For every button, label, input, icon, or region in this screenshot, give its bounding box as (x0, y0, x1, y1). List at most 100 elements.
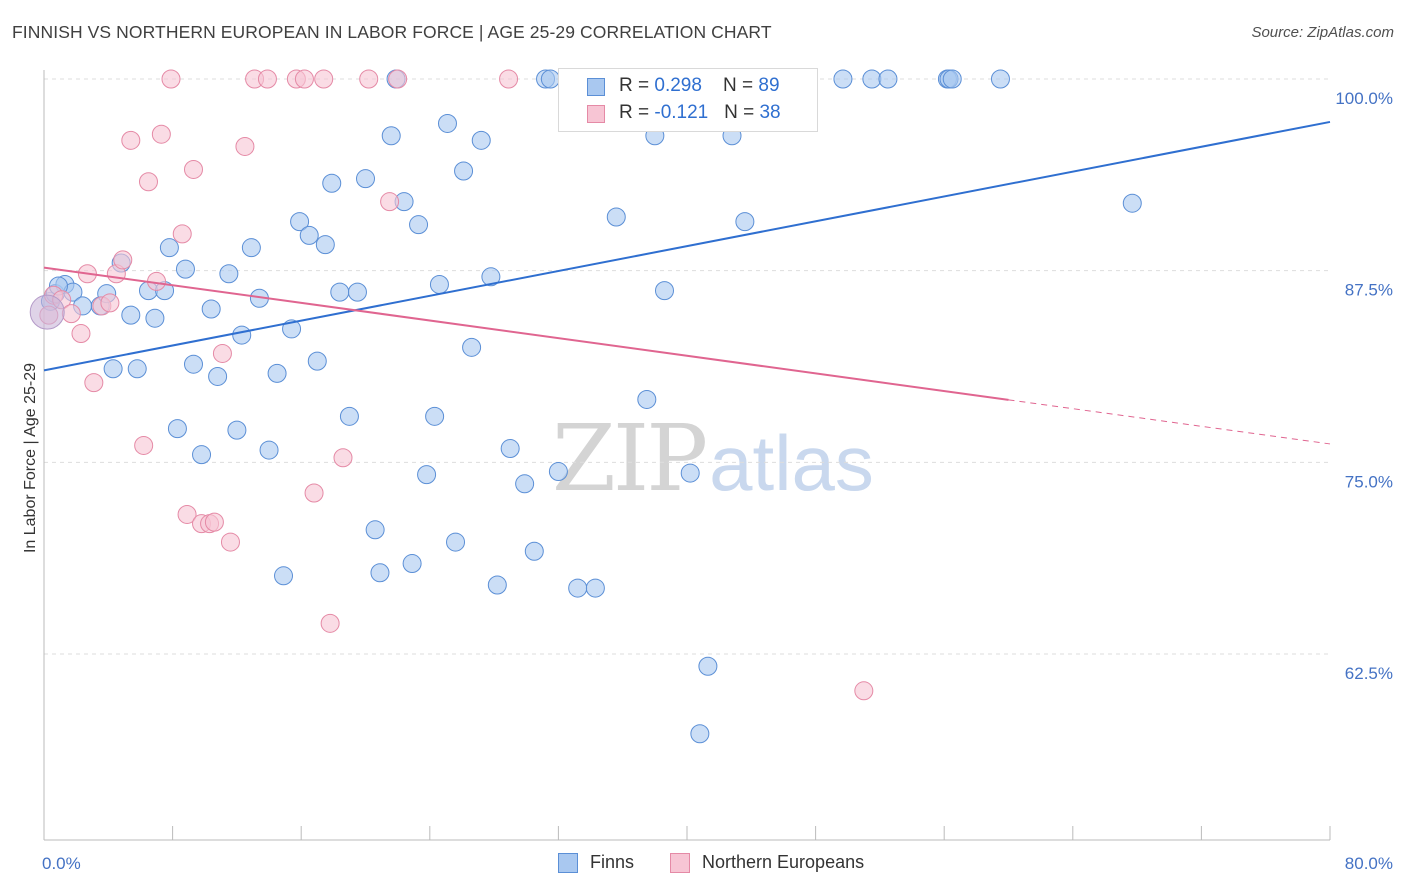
finns-point-12 (145, 308, 165, 328)
finns-point-73 (698, 656, 718, 676)
source-credit: Source: ZipAtlas.com (1251, 24, 1394, 41)
northern-r-label: R = (619, 102, 655, 123)
watermark-atlas: atlas (709, 419, 874, 507)
finns-point-44 (402, 554, 422, 574)
finns-point-65 (606, 207, 626, 227)
northern-point-33 (333, 448, 353, 468)
northern-point-35 (380, 192, 400, 212)
finns-point-34 (322, 173, 342, 193)
tick-labels: 62.5% 75.0% 87.5% 100.0% 0.0% 80.0% (42, 89, 1393, 873)
finns-point-50 (446, 532, 466, 552)
finns-point-27 (267, 363, 287, 383)
northern-point-29 (294, 69, 314, 89)
legend-northern-swatch (670, 853, 690, 873)
northern-point-24 (220, 532, 240, 552)
finns-point-26 (259, 440, 279, 460)
y-tick-label-3: 100.0% (1335, 89, 1393, 108)
northern-point-6 (84, 373, 104, 393)
finns-point-35 (330, 282, 350, 302)
overlap-cluster-point (29, 294, 65, 330)
northern-point-11 (121, 130, 141, 150)
finns-point-63 (585, 578, 605, 598)
finns-point-58 (524, 541, 544, 561)
northern-n-label: N = (724, 102, 760, 123)
northern-point-31 (314, 69, 334, 89)
northern-point-3 (61, 304, 81, 324)
northern-point-36 (388, 69, 408, 89)
y-tick-label-0: 62.5% (1345, 664, 1393, 683)
northern-point-37 (499, 69, 519, 89)
finns-r-value: 0.298 (654, 75, 702, 96)
finns-point-7 (103, 359, 123, 379)
finns-trend-line (43, 120, 1331, 372)
finns-point-72 (690, 724, 710, 744)
legend-northern-label: Northern Europeans (702, 852, 865, 872)
finns-point-18 (192, 445, 212, 465)
finns-point-85 (942, 69, 962, 89)
northern-point-38 (854, 681, 874, 701)
finns-point-60 (540, 69, 560, 89)
finns-point-49 (437, 113, 457, 133)
finns-point-86 (990, 69, 1010, 89)
y-tick-label-1: 75.0% (1345, 472, 1393, 491)
finns-point-30 (290, 212, 310, 232)
finns-point-45 (409, 215, 429, 235)
finns-point-62 (568, 578, 588, 598)
northern-point-22 (204, 512, 224, 532)
y-tick-label-2: 87.5% (1345, 281, 1393, 300)
finns-point-46 (417, 465, 437, 485)
northern-point-15 (151, 124, 171, 144)
northern-point-32 (320, 613, 340, 633)
finns-point-54 (481, 267, 501, 287)
chart-title: FINNISH VS NORTHERN EUROPEAN IN LABOR FO… (12, 22, 772, 42)
finns-point-56 (500, 439, 520, 459)
northern-point-12 (134, 435, 154, 455)
northern-point-10 (113, 250, 133, 270)
finns-point-67 (637, 389, 657, 409)
finns-point-81 (862, 69, 882, 89)
finns-point-69 (654, 281, 674, 301)
series-finns (40, 69, 1142, 744)
northern-point-34 (359, 69, 379, 89)
finns-point-33 (315, 235, 335, 255)
finns-point-23 (232, 325, 252, 345)
finns-point-51 (454, 161, 474, 181)
finns-point-71 (680, 463, 700, 483)
northern-r-value: -0.121 (654, 102, 709, 123)
finns-point-37 (347, 282, 367, 302)
northern-point-19 (183, 159, 203, 179)
watermark-zip: ZIP (552, 405, 708, 512)
finns-point-29 (282, 319, 302, 339)
northern-point-17 (172, 224, 192, 244)
finns-point-21 (219, 264, 239, 284)
northern-stats: R = -0.121 N = 38 (619, 102, 781, 124)
finns-point-47 (425, 406, 445, 426)
finns-point-87 (1122, 193, 1142, 213)
finns-point-17 (183, 354, 203, 374)
finns-point-14 (159, 238, 179, 258)
x-tick-label-0: 0.0% (42, 854, 81, 873)
finns-point-80 (833, 69, 853, 89)
finns-point-52 (462, 337, 482, 357)
finns-point-38 (356, 169, 375, 189)
northern-point-8 (100, 293, 120, 313)
northern-point-27 (257, 69, 277, 89)
series-northern-europeans (29, 69, 874, 701)
y-axis-title: In Labor Force | Age 25-29 (22, 363, 39, 553)
northern-point-30 (304, 483, 324, 503)
gridlines (44, 78, 1330, 655)
finns-swatch (587, 78, 605, 96)
trend-lines (43, 120, 1331, 445)
finns-stats: R = 0.298 N = 89 (619, 75, 780, 97)
finns-point-20 (208, 366, 228, 386)
finns-point-15 (167, 419, 187, 439)
finns-point-57 (515, 474, 535, 494)
finns-point-39 (365, 520, 385, 540)
finns-r-label: R = (619, 75, 655, 96)
finns-point-82 (878, 69, 898, 89)
finns-point-16 (175, 259, 195, 279)
stats-legend: R = 0.298 N = 89 R = -0.121 N = 38 (558, 68, 818, 132)
northern-point-16 (161, 69, 181, 89)
watermark: ZIPatlas (552, 405, 874, 512)
finns-point-61 (548, 462, 568, 482)
